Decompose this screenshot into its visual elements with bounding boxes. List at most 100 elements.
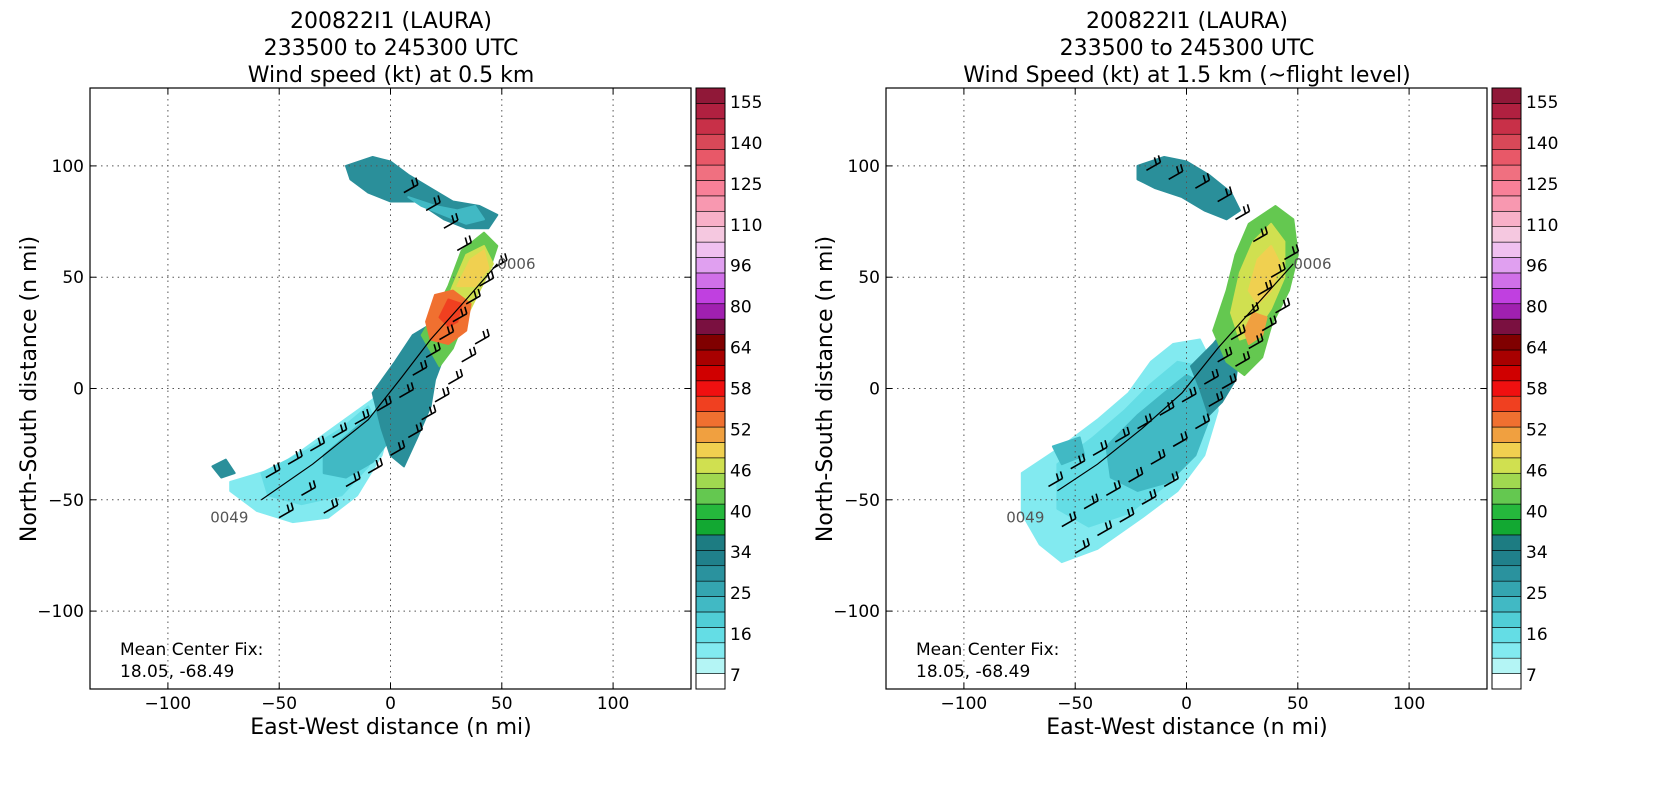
y-tick-label: −50: [48, 491, 84, 511]
colorbar-swatch: [1491, 180, 1522, 197]
wind-barb: [345, 471, 361, 488]
colorbar-tick-label: 7: [1526, 666, 1537, 686]
y-tick-label: 100: [848, 157, 880, 177]
wind-barb: [354, 408, 370, 425]
colorbar-swatch: [695, 226, 726, 243]
wind-barb: [1097, 520, 1113, 537]
wind-barb: [1074, 537, 1090, 554]
colorbar-swatch: [695, 580, 726, 597]
chart-title-line-3: Wind speed (kt) at 0.5 km: [248, 63, 535, 88]
colorbar-swatch: [695, 519, 726, 536]
wind-barb: [465, 288, 481, 305]
colorbar-swatch: [1491, 318, 1522, 335]
colorbar-tick-label: 40: [1526, 502, 1548, 522]
y-axis-label: North-South distance (n mi): [17, 236, 42, 542]
wind-speed-region: [1243, 311, 1268, 345]
colorbar-swatch: [1491, 365, 1522, 382]
wind-barb: [1257, 279, 1273, 296]
colorbar-swatch: [1491, 611, 1522, 628]
colorbar-swatch: [1491, 642, 1522, 659]
colorbar-swatch: [1491, 565, 1522, 582]
wind-barb: [1119, 506, 1135, 523]
colorbar-swatch: [695, 133, 726, 150]
x-tick-label: −100: [145, 694, 192, 714]
wind-barb: [425, 342, 441, 359]
wind-barb: [474, 328, 490, 345]
wind-barb: [1195, 172, 1211, 189]
colorbar-swatch: [695, 318, 726, 335]
wind-barb: [1270, 261, 1286, 278]
colorbar-swatch: [695, 257, 726, 274]
wind-barb: [447, 368, 464, 385]
wind-barb: [265, 462, 281, 479]
colorbar-tick-label: 25: [730, 584, 752, 604]
center-fix-label: Mean Center Fix:: [916, 640, 1059, 660]
center-fix-value: 18.05, -68.49: [120, 662, 234, 682]
colorbar-swatch: [695, 534, 726, 551]
wind-barb: [323, 497, 339, 514]
colorbar-tick-label: 58: [1526, 380, 1548, 400]
colorbar-swatch: [695, 87, 726, 104]
colorbar-swatch: [1491, 457, 1522, 474]
wind-barb: [376, 395, 392, 412]
wind-barb: [309, 435, 326, 452]
wind-barb: [434, 386, 450, 403]
colorbar-tick-label: 110: [1526, 216, 1558, 236]
chart-title-line-1: 200822I1 (LAURA): [1086, 9, 1288, 34]
wind-speed-region: [1136, 156, 1241, 221]
x-axis-label: East-West distance (n mi): [250, 715, 531, 740]
wind-barb: [1146, 155, 1162, 172]
wind-barb: [1208, 391, 1224, 408]
colorbar-tick-label: 34: [730, 543, 752, 563]
colorbar-swatch: [1491, 580, 1522, 597]
center-fix-label: Mean Center Fix:: [120, 640, 263, 660]
colorbar-swatch: [695, 673, 726, 690]
colorbar-swatch: [1491, 472, 1522, 489]
colorbar-swatch: [695, 164, 726, 181]
colorbar-tick-label: 125: [1526, 175, 1558, 195]
colorbar-swatch: [1491, 133, 1522, 150]
chart-title-line-1: 200822I1 (LAURA): [290, 9, 492, 34]
wind-barb: [1137, 413, 1153, 430]
y-tick-label: 0: [869, 380, 880, 400]
colorbar-swatch: [695, 642, 726, 659]
track-time-label: 0006: [1293, 255, 1331, 273]
wind-barb: [456, 235, 473, 252]
colorbar-swatch: [1491, 241, 1522, 258]
colorbar-swatch: [695, 241, 726, 258]
colorbar-tick-label: 80: [1526, 298, 1548, 318]
colorbar-tick-label: 110: [730, 216, 762, 236]
wind-barb: [399, 382, 415, 399]
x-tick-label: 50: [491, 694, 513, 714]
wind-barb: [1243, 302, 1260, 318]
x-tick-label: −50: [1057, 694, 1093, 714]
wind-barb: [1261, 315, 1277, 332]
wind-barb: [1163, 471, 1180, 488]
colorbar-swatch: [695, 395, 726, 412]
colorbar-tick-label: 40: [730, 502, 752, 522]
colorbar-swatch: [695, 349, 726, 366]
colorbar-swatch: [695, 210, 726, 227]
wind-barb: [1105, 480, 1122, 497]
colorbar-swatch: [1491, 303, 1522, 320]
wind-barb: [1048, 471, 1064, 488]
colorbar-swatch: [1491, 395, 1522, 412]
colorbar-swatch: [1491, 149, 1522, 166]
y-tick-label: −100: [833, 602, 880, 622]
wind-speed-region: [1051, 436, 1086, 466]
wind-barb: [407, 422, 424, 439]
wind-barb: [1181, 386, 1197, 403]
wind-barb: [1203, 368, 1220, 385]
wind-barb: [1172, 431, 1188, 448]
wind-barb: [439, 324, 455, 341]
colorbar-swatch: [695, 149, 726, 166]
colorbar-swatch: [1491, 118, 1522, 135]
flight-track: [261, 263, 498, 501]
colorbar-swatch: [695, 334, 726, 351]
colorbar-swatch: [1491, 195, 1522, 212]
x-tick-label: −100: [941, 694, 988, 714]
wind-barb: [1195, 413, 1211, 430]
colorbar-swatch: [1491, 226, 1522, 243]
wind-barb: [1221, 373, 1237, 390]
colorbar-swatch: [695, 272, 726, 289]
